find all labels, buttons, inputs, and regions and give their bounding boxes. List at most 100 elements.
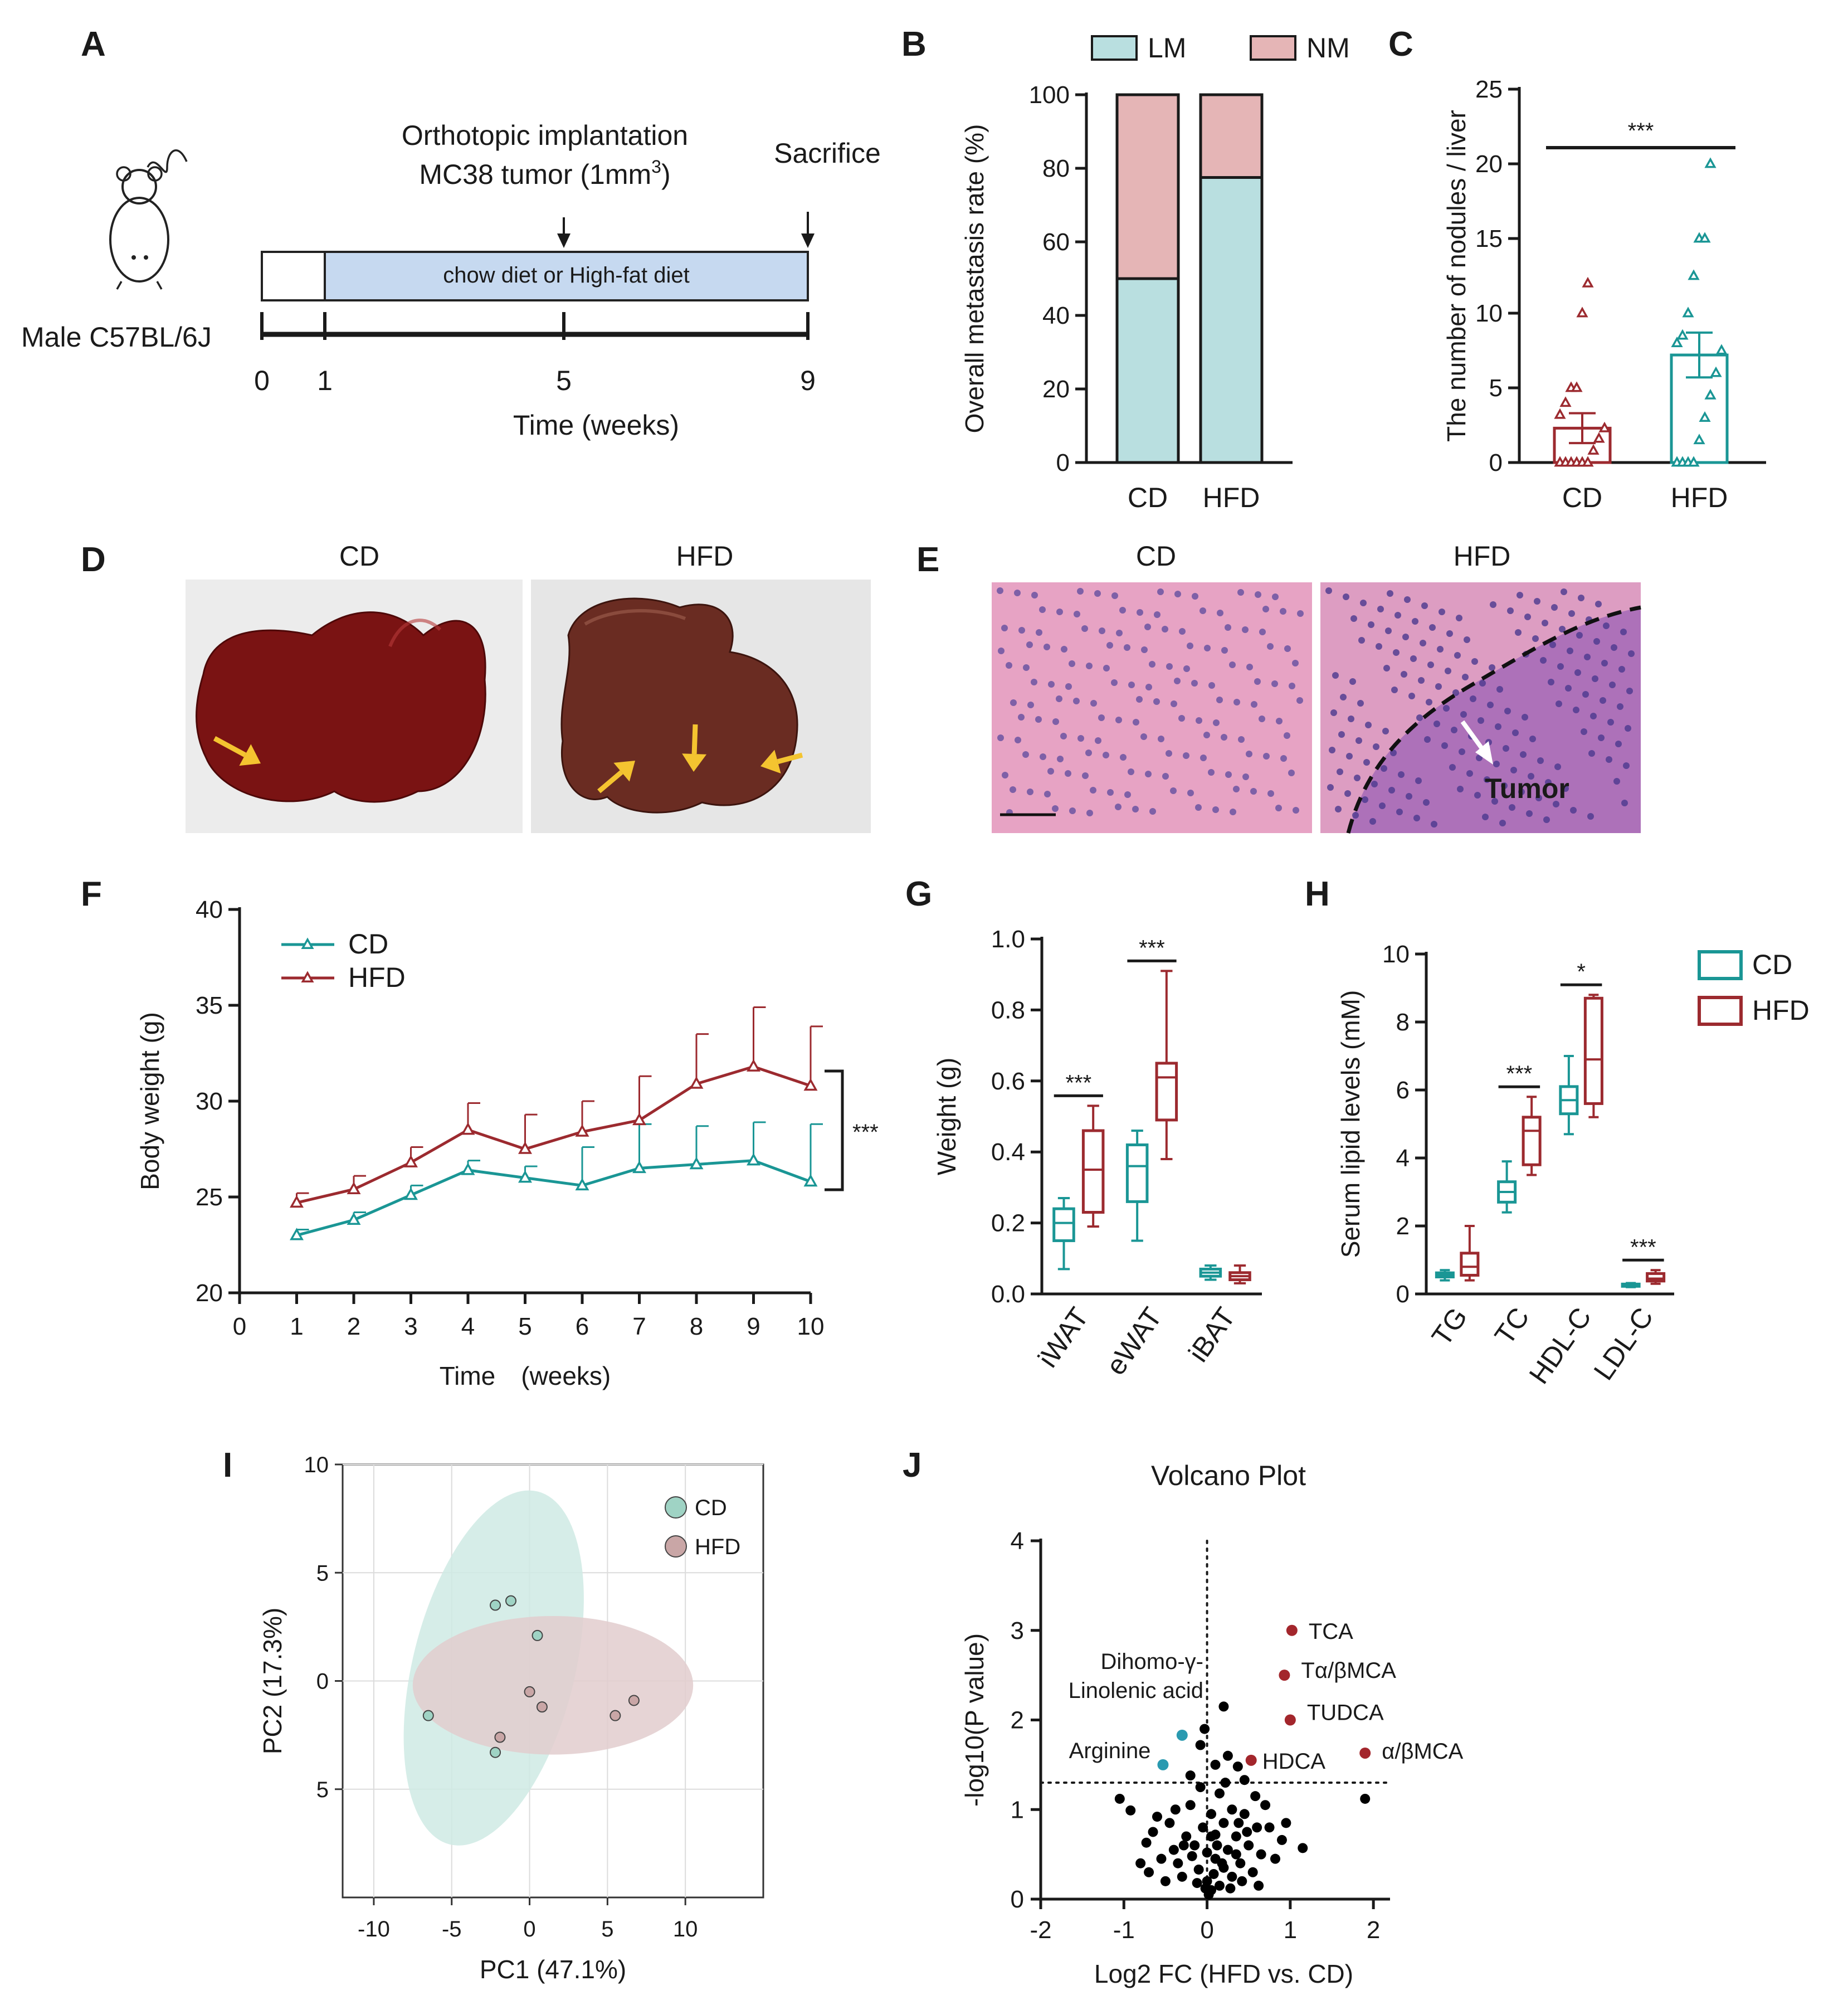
nucleus — [1090, 787, 1096, 794]
data-point — [1598, 421, 1611, 432]
x-tick-label: HFD — [1203, 482, 1260, 513]
implant-sup: 3 — [651, 157, 661, 177]
nucleus — [1462, 674, 1469, 680]
data-point — [1710, 366, 1722, 377]
nucleus — [1272, 593, 1279, 600]
panel-label: I — [223, 1446, 232, 1485]
data-point — [747, 1153, 760, 1166]
yellow-arrow-shaft — [777, 752, 803, 765]
nucleus — [1452, 689, 1459, 696]
sacrifice-label: Sacrifice — [774, 138, 881, 169]
yellow-arrow-shaft — [597, 770, 623, 794]
nucleus — [1065, 770, 1071, 777]
data-point — [1276, 1834, 1287, 1845]
nucleus — [1259, 716, 1265, 722]
data-point — [1160, 1876, 1171, 1886]
bar-segment-nm — [1199, 93, 1264, 179]
x-tick-label: -5 — [442, 1917, 462, 1941]
nucleus — [1368, 621, 1374, 628]
y-tick-label: 0 — [1489, 449, 1503, 476]
nucleus — [1179, 628, 1186, 635]
nucleus — [1515, 629, 1522, 636]
confidence-ellipse-hfd — [412, 1615, 694, 1755]
nucleus — [1192, 593, 1198, 600]
legend-label: HFD — [348, 962, 406, 993]
data-point — [1704, 157, 1717, 168]
nucleus — [1120, 754, 1127, 761]
y-tick-label: 4 — [1396, 1145, 1410, 1172]
nucleus — [1103, 665, 1110, 671]
data-point — [1195, 1782, 1206, 1793]
nucleus — [1507, 607, 1514, 614]
nucleus — [1095, 737, 1101, 744]
panel-h-box-plot: H 0 2 4 6 8 10 Serum lipid levels (mM) TG *** TC * H… — [1305, 875, 1810, 1389]
nucleus — [1162, 773, 1169, 780]
liver-highlight — [388, 619, 442, 648]
nucleus — [1337, 768, 1343, 775]
data-point — [1587, 444, 1600, 455]
data-point — [1214, 1880, 1225, 1891]
nucleus — [1570, 807, 1577, 814]
nucleus — [1233, 786, 1240, 792]
data-point — [1210, 1759, 1221, 1770]
nucleus — [1501, 782, 1508, 789]
nucleus — [1031, 592, 1038, 598]
nucleus — [1466, 770, 1473, 777]
x-tick-label: 10 — [673, 1917, 698, 1941]
nucleus — [1133, 719, 1139, 726]
y-tick-label: 0.8 — [991, 996, 1025, 1024]
data-point — [518, 1170, 532, 1183]
series-line-cd — [296, 1159, 811, 1237]
nucleus — [1217, 610, 1223, 616]
nucleus — [1603, 622, 1610, 629]
legend-label: LM — [1148, 32, 1186, 64]
mouse-ear — [147, 166, 163, 182]
nucleus — [998, 648, 1005, 654]
liver-hfd — [560, 597, 798, 814]
nucleus — [1418, 677, 1425, 684]
panel-d-liver-photos: D CD HFD — [81, 541, 871, 833]
nucleus — [1406, 793, 1412, 800]
nucleus — [1018, 627, 1025, 634]
nucleus — [1325, 587, 1332, 594]
nucleus — [1332, 672, 1339, 679]
nucleus — [1338, 731, 1345, 738]
nucleus — [1238, 736, 1245, 743]
y-axis-label: Weight (g) — [932, 1058, 961, 1175]
nucleus — [1069, 807, 1076, 814]
data-point — [1193, 1864, 1204, 1875]
x-axis-label: Time (weeks) — [440, 1361, 611, 1390]
nucleus — [1267, 643, 1274, 650]
nucleus — [1416, 714, 1423, 721]
y-axis-label: The number of nodules / liver — [1442, 110, 1471, 442]
significance-bracket — [825, 1069, 844, 1191]
data-point — [1247, 1867, 1258, 1877]
data-point — [1227, 1871, 1237, 1882]
mouse-strain-label: Male C57BL/6J — [21, 322, 212, 353]
timeline-tick-label: 9 — [800, 365, 816, 396]
nucleus — [1606, 756, 1612, 763]
nucleus — [1162, 626, 1168, 632]
arrow-head — [801, 233, 815, 248]
nucleus — [1559, 626, 1566, 632]
nucleus — [1573, 707, 1579, 713]
y-tick-label: 0.6 — [991, 1068, 1025, 1095]
x-tick-label: 1 — [1284, 1916, 1297, 1944]
panel-label: F — [81, 875, 102, 913]
nucleus — [1493, 761, 1500, 767]
nucleus — [1499, 820, 1506, 826]
nucleus — [1136, 696, 1143, 703]
x-tick-label: -2 — [1030, 1916, 1051, 1944]
nucleus — [1103, 752, 1109, 758]
data-point — [1693, 434, 1705, 445]
nucleus — [1166, 750, 1172, 757]
nucleus — [1601, 660, 1608, 666]
x-axis-label: Log2 FC (HFD vs. CD) — [1094, 1959, 1353, 1988]
nucleus — [1174, 591, 1181, 597]
data-point — [536, 1701, 548, 1713]
nucleus — [1393, 649, 1400, 656]
nucleus — [1026, 641, 1033, 648]
